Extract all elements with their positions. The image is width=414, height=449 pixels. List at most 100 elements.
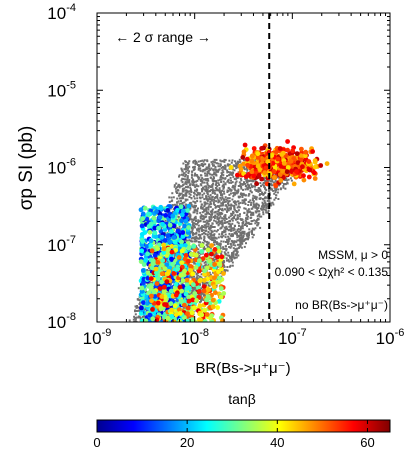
data-point bbox=[237, 188, 240, 191]
data-point bbox=[203, 188, 206, 191]
data-point bbox=[188, 213, 191, 216]
data-point bbox=[182, 174, 185, 177]
data-point bbox=[217, 182, 220, 185]
data-point bbox=[263, 177, 266, 179]
data-point bbox=[237, 247, 240, 249]
data-point bbox=[201, 298, 204, 301]
data-point bbox=[246, 179, 249, 182]
data-point bbox=[232, 254, 235, 257]
data-point bbox=[141, 280, 146, 286]
data-point bbox=[254, 188, 257, 191]
data-point bbox=[180, 282, 183, 285]
data-point bbox=[197, 219, 200, 222]
data-point bbox=[185, 167, 187, 170]
data-point bbox=[139, 289, 145, 294]
data-point bbox=[225, 249, 228, 252]
data-point bbox=[224, 200, 227, 203]
data-point bbox=[230, 258, 233, 261]
data-point bbox=[269, 180, 272, 183]
data-point bbox=[250, 179, 253, 182]
data-point bbox=[189, 218, 192, 221]
data-point bbox=[201, 170, 204, 173]
data-point bbox=[210, 304, 216, 309]
data-point bbox=[223, 192, 226, 195]
data-point bbox=[194, 186, 197, 189]
data-point bbox=[248, 228, 251, 231]
data-point bbox=[228, 159, 231, 162]
data-point bbox=[191, 227, 194, 230]
data-point bbox=[133, 315, 136, 318]
data-point bbox=[222, 234, 225, 237]
data-point bbox=[149, 293, 154, 299]
data-point bbox=[207, 258, 213, 264]
data-point bbox=[229, 234, 232, 237]
data-point bbox=[146, 224, 152, 229]
data-point bbox=[174, 218, 177, 221]
data-point bbox=[208, 228, 211, 231]
data-point bbox=[215, 251, 218, 254]
data-point bbox=[217, 261, 223, 266]
data-point bbox=[199, 211, 202, 214]
data-point bbox=[297, 159, 300, 162]
data-point bbox=[200, 298, 203, 301]
data-point bbox=[306, 174, 312, 180]
data-point bbox=[257, 189, 260, 192]
data-point bbox=[263, 208, 266, 211]
data-point bbox=[215, 252, 218, 255]
data-point bbox=[215, 237, 218, 240]
data-point bbox=[208, 236, 211, 238]
data-point bbox=[267, 196, 269, 199]
data-point bbox=[233, 192, 235, 195]
data-point bbox=[203, 246, 205, 249]
data-point bbox=[193, 275, 195, 278]
data-point bbox=[212, 178, 215, 181]
data-point bbox=[244, 219, 247, 222]
data-point bbox=[212, 175, 215, 178]
data-point bbox=[200, 300, 202, 303]
data-point bbox=[179, 193, 182, 195]
data-point bbox=[136, 305, 138, 307]
data-point bbox=[207, 300, 213, 306]
data-point bbox=[228, 174, 230, 177]
data-point bbox=[233, 217, 235, 220]
data-point bbox=[209, 210, 212, 213]
data-point bbox=[174, 227, 177, 229]
data-point bbox=[262, 181, 265, 184]
data-point bbox=[172, 247, 175, 250]
data-point bbox=[185, 170, 188, 173]
data-point bbox=[205, 281, 208, 284]
data-point bbox=[256, 210, 259, 213]
data-point bbox=[220, 204, 223, 207]
data-point bbox=[215, 258, 218, 260]
data-point bbox=[216, 241, 218, 244]
data-point bbox=[216, 269, 221, 275]
data-point bbox=[225, 241, 227, 243]
data-point bbox=[201, 159, 204, 162]
data-point bbox=[234, 249, 237, 252]
data-point bbox=[215, 162, 218, 165]
data-point bbox=[187, 212, 190, 215]
data-point bbox=[245, 172, 248, 175]
data-point bbox=[201, 288, 207, 294]
data-point bbox=[241, 230, 244, 233]
data-point bbox=[203, 224, 206, 227]
data-point bbox=[253, 197, 256, 199]
data-point bbox=[204, 163, 207, 166]
data-point bbox=[214, 189, 217, 192]
data-point bbox=[217, 265, 220, 268]
data-point bbox=[229, 229, 232, 232]
data-point bbox=[301, 177, 307, 183]
data-point bbox=[258, 204, 260, 207]
data-point bbox=[229, 257, 232, 260]
data-point bbox=[232, 247, 235, 250]
data-point bbox=[185, 215, 187, 218]
data-point bbox=[259, 182, 262, 185]
data-point bbox=[224, 204, 227, 207]
data-point bbox=[226, 199, 229, 202]
data-point bbox=[202, 247, 205, 250]
data-point bbox=[221, 225, 224, 228]
data-point bbox=[237, 227, 240, 230]
data-point bbox=[240, 236, 242, 239]
data-point bbox=[188, 284, 191, 287]
data-point bbox=[286, 182, 289, 185]
